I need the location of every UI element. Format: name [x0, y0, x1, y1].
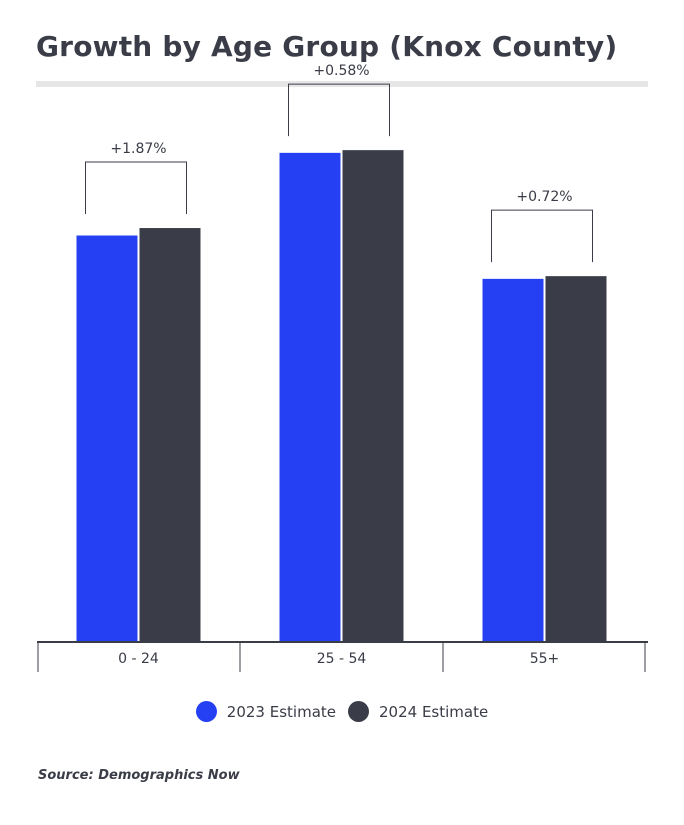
growth-label-1: +1.87%: [110, 141, 166, 157]
growth-bracket-2: [288, 83, 390, 137]
bar-2023-3: [482, 278, 544, 642]
legend-swatch-2024: [348, 701, 369, 722]
x-tick-label-2: 25 - 54: [317, 651, 367, 667]
x-tick-label-3: 55+: [530, 651, 560, 667]
chart-legend: 2023 Estimate 2024 Estimate: [0, 701, 684, 722]
legend-item-2023: 2023 Estimate: [195, 701, 336, 722]
legend-label-2024: 2024 Estimate: [379, 702, 489, 721]
source-note: Source: Demographics Now: [38, 768, 240, 783]
bar-2024-2: [342, 150, 404, 642]
legend-item-2024: 2024 Estimate: [348, 701, 488, 722]
growth-bracket-3: [491, 209, 593, 263]
growth-label-3: +0.72%: [516, 189, 572, 205]
growth-bracket-1: [85, 161, 187, 215]
legend-swatch-2023: [195, 701, 217, 722]
bar-2024-3: [545, 276, 607, 642]
bar-2023-1: [76, 235, 138, 642]
bar-2024-1: [139, 228, 201, 643]
growth-label-2: +0.58%: [313, 63, 369, 79]
legend-label-2023: 2023 Estimate: [226, 702, 336, 721]
chart-title: Growth by Age Group (Knox County): [36, 30, 618, 63]
x-tick-label-1: 0 - 24: [118, 651, 159, 667]
bar-2023-2: [279, 152, 341, 642]
